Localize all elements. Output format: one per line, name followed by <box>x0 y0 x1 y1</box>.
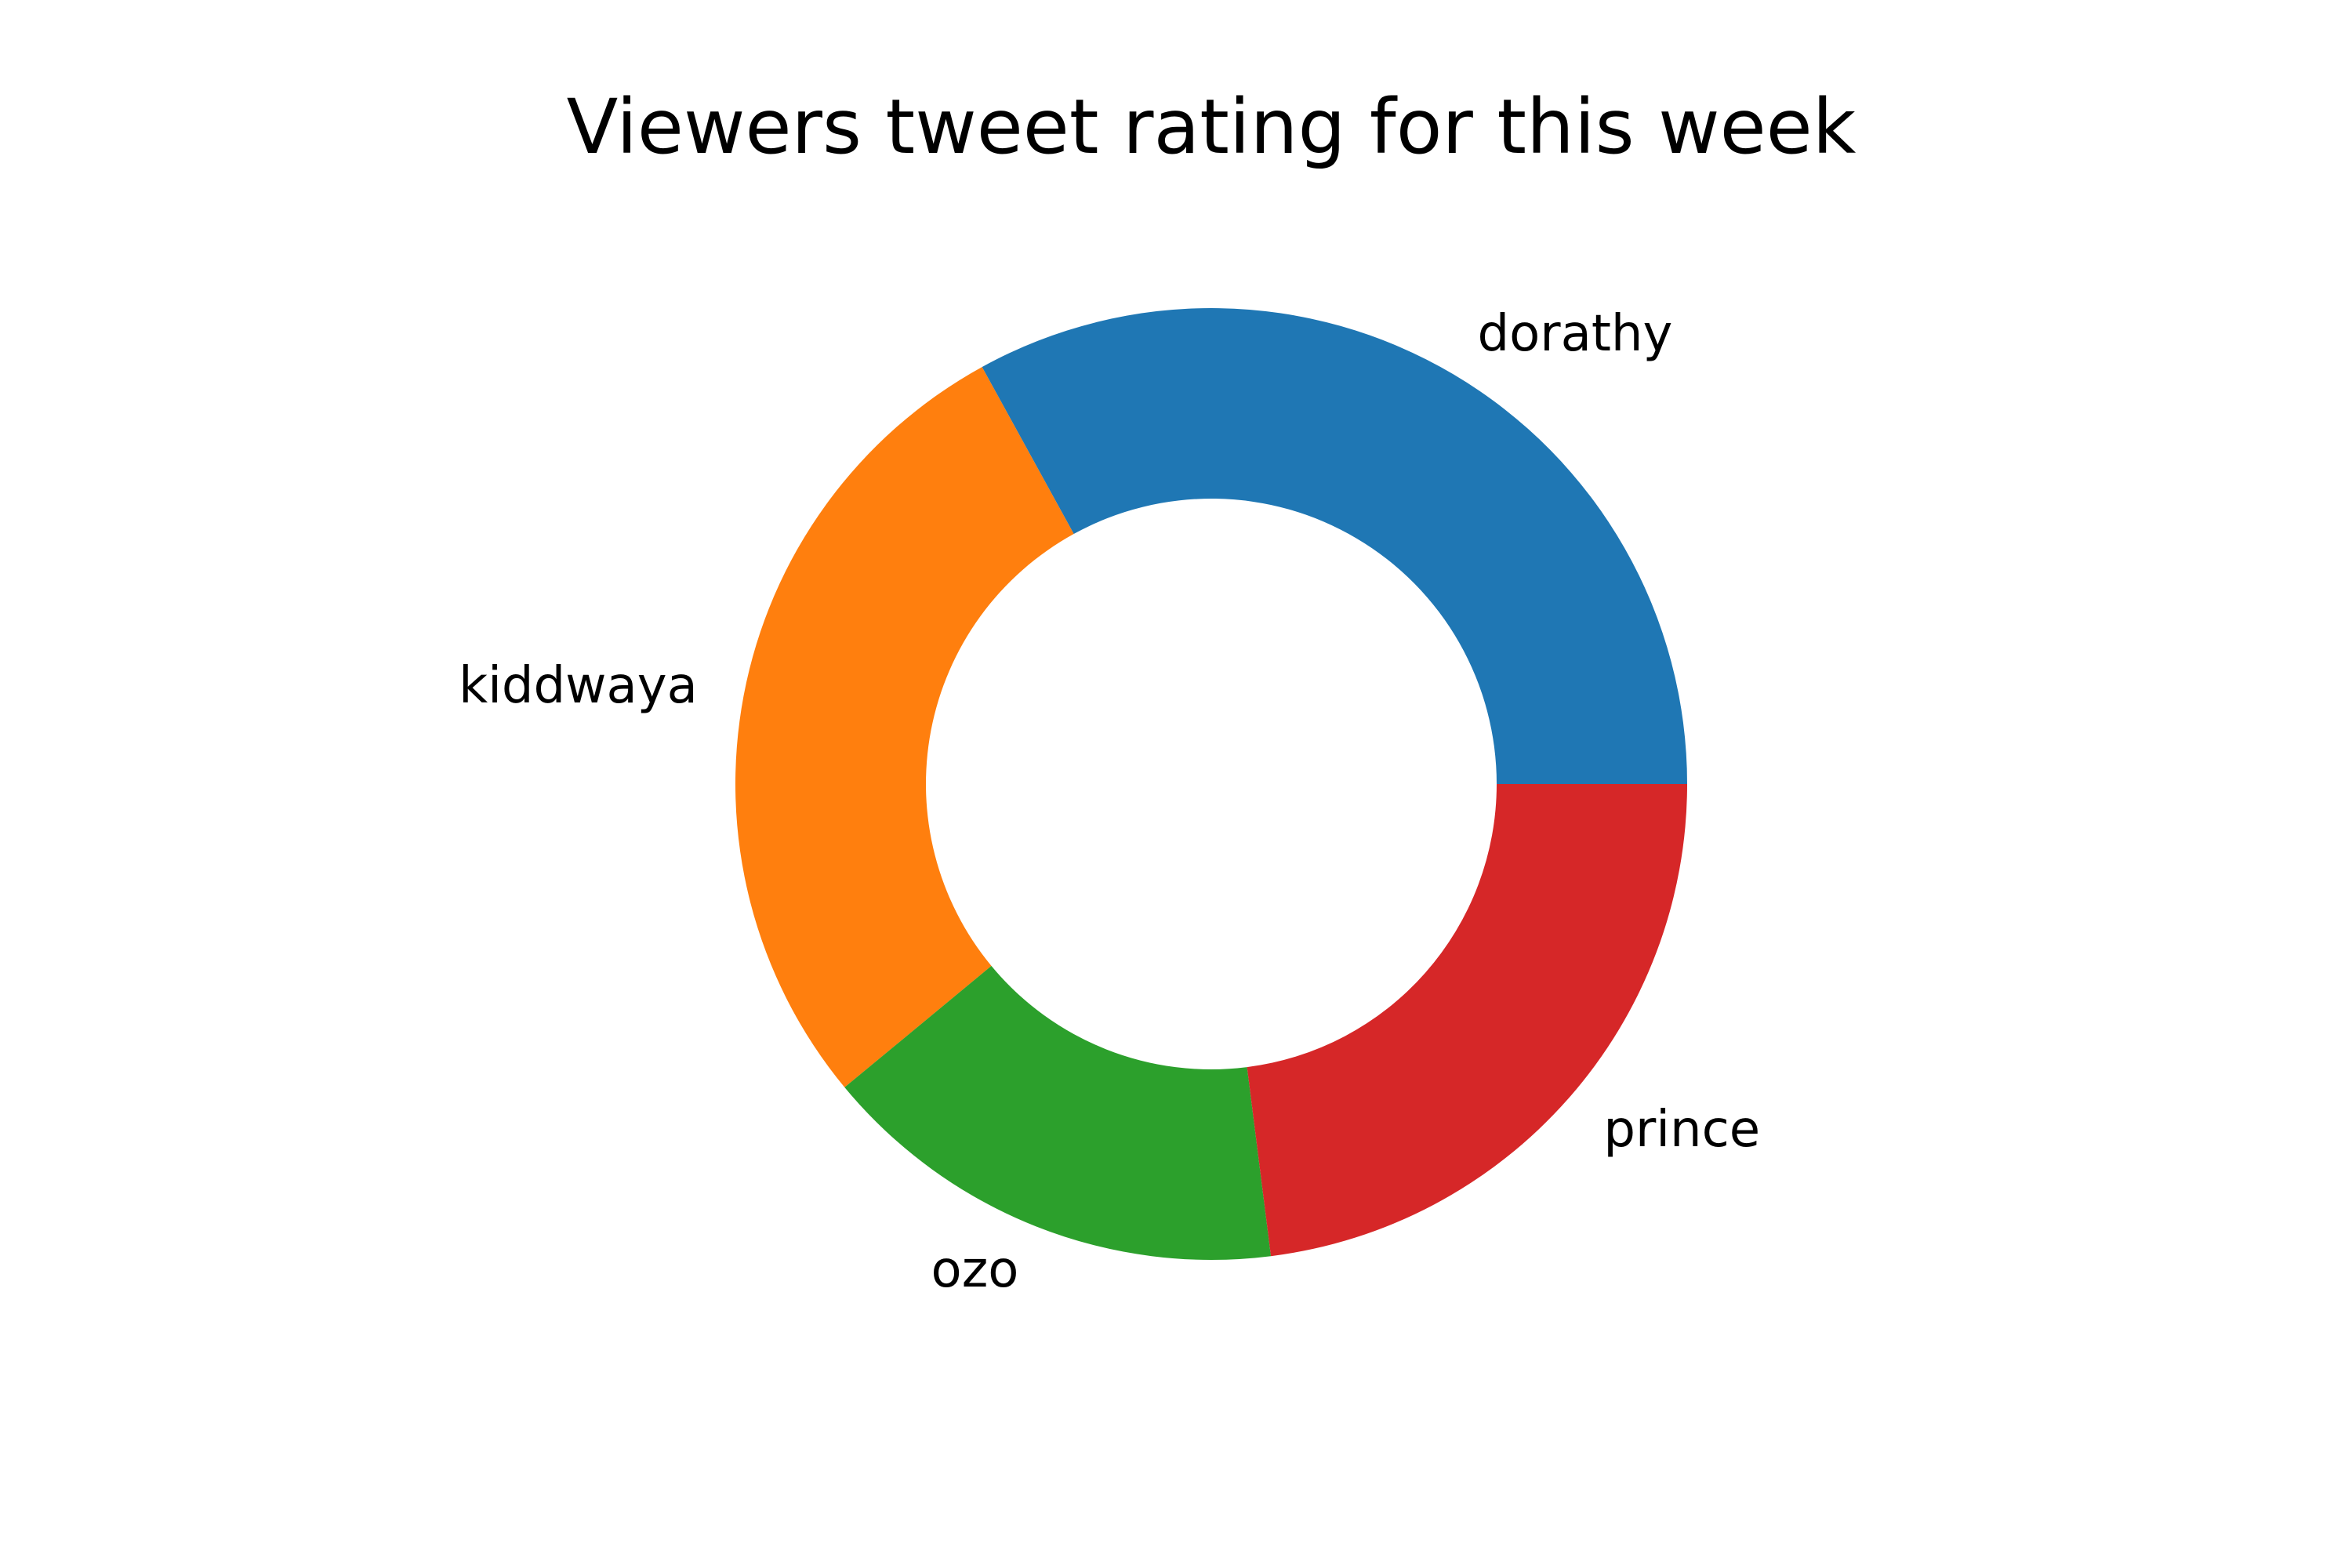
slice-label-kiddwaya: kiddwaya <box>459 657 698 715</box>
chart-title: Viewers tweet rating for this week <box>567 83 1857 171</box>
slice-dorathy <box>982 308 1687 784</box>
slice-label-prince: prince <box>1603 1101 1760 1159</box>
labels-group: dorathy kiddwaya ozo prince <box>459 305 1760 1299</box>
slice-kiddwaya <box>735 367 1074 1087</box>
slice-label-ozo: ozo <box>931 1241 1019 1299</box>
slice-ozo <box>844 966 1272 1260</box>
slice-label-dorathy: dorathy <box>1478 305 1673 363</box>
slice-prince <box>1247 784 1687 1257</box>
slices-group <box>735 308 1687 1260</box>
